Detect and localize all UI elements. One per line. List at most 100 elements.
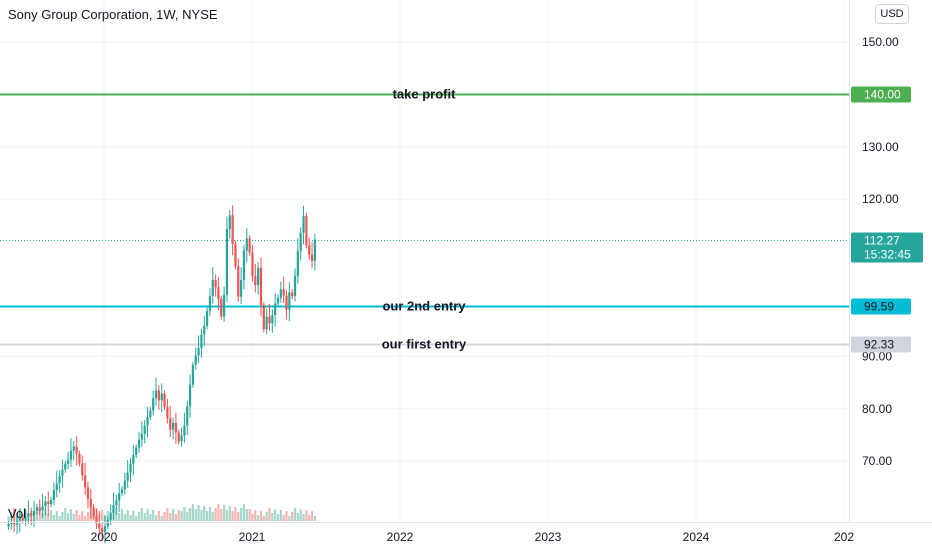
price-tick-label: 90.00 xyxy=(862,349,892,363)
candle-body xyxy=(262,305,265,330)
volume-bar xyxy=(211,512,214,521)
volume-bar xyxy=(160,516,163,521)
candle-body xyxy=(152,398,155,411)
volume-bar xyxy=(52,515,56,521)
candle-body xyxy=(61,469,64,476)
volume-bar xyxy=(129,515,132,521)
candle-body xyxy=(177,432,180,442)
candle-body xyxy=(308,245,311,255)
candle-body xyxy=(234,243,237,267)
candle-body xyxy=(95,516,98,524)
volume-bar xyxy=(254,510,257,521)
candle-body xyxy=(257,267,260,286)
candle-body xyxy=(268,316,271,324)
volume-bar xyxy=(186,512,189,521)
candle-body xyxy=(305,215,308,246)
candle-body xyxy=(302,215,305,233)
candle-body xyxy=(313,239,316,262)
candle-body xyxy=(58,475,61,484)
candle-body xyxy=(211,279,214,297)
volume-bar xyxy=(220,509,223,521)
volume-bar xyxy=(285,511,288,521)
candle-body xyxy=(228,215,231,230)
candle-body xyxy=(18,518,21,521)
currency-button[interactable]: USD xyxy=(875,4,909,24)
candle-body xyxy=(217,287,220,299)
candle-body xyxy=(251,252,254,277)
candle-body xyxy=(137,439,141,448)
volume-bar xyxy=(152,510,155,521)
candle-body xyxy=(32,510,36,516)
volume-bar xyxy=(296,513,299,521)
candle-body xyxy=(186,406,189,426)
candle-body xyxy=(24,516,27,521)
candle-body xyxy=(98,523,101,529)
candle-body xyxy=(103,526,107,532)
volume-bar xyxy=(49,510,53,521)
volume-bar xyxy=(271,513,274,521)
volume-bar xyxy=(132,511,135,521)
candle-body xyxy=(171,422,175,430)
price-tick-label: 130.00 xyxy=(862,140,899,154)
volume-bar xyxy=(69,509,73,521)
candle-body xyxy=(240,279,243,297)
volume-bar xyxy=(143,513,146,521)
volume-bar xyxy=(188,508,192,521)
volume-bar xyxy=(126,510,129,521)
candle-body xyxy=(35,507,39,511)
volume-bar xyxy=(234,507,237,521)
candle-body xyxy=(38,507,41,511)
volume-bar xyxy=(228,506,231,521)
candle-body xyxy=(169,418,172,430)
candle-body xyxy=(166,406,169,419)
candle-body xyxy=(115,500,118,506)
first-entry-price-label: 92.33 xyxy=(864,338,894,352)
candle-body xyxy=(205,310,209,327)
volume-bar xyxy=(231,511,234,521)
candle-body xyxy=(69,450,73,460)
candle-body xyxy=(288,292,291,310)
candle-body xyxy=(271,315,274,324)
volume-bar xyxy=(174,514,177,521)
candle-body xyxy=(203,326,206,335)
price-tick-label: 150.00 xyxy=(862,35,899,49)
volume-bar xyxy=(251,514,254,521)
volume-bar xyxy=(140,508,143,521)
volume-bar xyxy=(200,510,203,521)
volume-bar xyxy=(194,509,197,521)
volume-bar xyxy=(120,509,124,521)
candle-body xyxy=(126,472,129,481)
candle-body xyxy=(245,238,248,251)
volume-bar xyxy=(208,507,212,521)
candle-body xyxy=(276,297,280,304)
volume-bar xyxy=(135,516,138,521)
candle-body xyxy=(191,364,195,385)
candle-body xyxy=(197,348,200,356)
candle-body xyxy=(214,279,217,288)
volume-bar xyxy=(257,515,260,521)
candle-body xyxy=(84,475,87,488)
volume-bar xyxy=(101,510,104,521)
volume-bar xyxy=(47,514,50,521)
time-tick-label: 2020 xyxy=(91,530,118,544)
volume-bar xyxy=(276,514,280,521)
candle-body xyxy=(27,513,30,517)
volume-bar xyxy=(313,516,316,521)
volume-bar xyxy=(203,506,206,521)
candle-body xyxy=(140,433,143,440)
candle-body xyxy=(146,417,149,426)
time-tick-label: 202 xyxy=(834,530,854,544)
candle-body xyxy=(296,251,299,277)
candle-body xyxy=(242,250,246,280)
candle-body xyxy=(223,294,226,317)
candle-body xyxy=(282,289,285,296)
volume-bar xyxy=(302,514,305,521)
candle-body xyxy=(248,238,251,253)
volume-bar xyxy=(191,504,195,521)
volume-bar xyxy=(279,510,282,521)
volume-bar xyxy=(84,516,87,521)
candle-body xyxy=(55,483,58,491)
candle-body xyxy=(143,425,146,434)
